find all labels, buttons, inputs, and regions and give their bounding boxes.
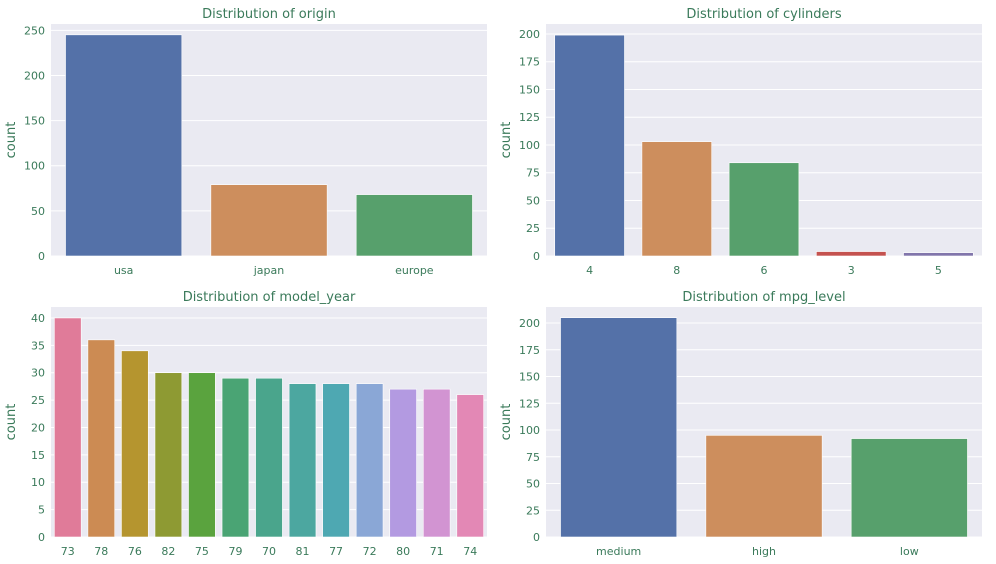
x-tick-label: 72 [363, 545, 377, 558]
x-tick-label: europe [395, 264, 434, 277]
bar-6 [728, 162, 800, 257]
y-tick-label: 250 [24, 24, 45, 37]
y-tick-label: 25 [526, 222, 540, 235]
x-tick-label: high [752, 545, 776, 558]
y-tick-label: 5 [38, 504, 45, 517]
x-tick-label: 6 [761, 264, 768, 277]
chart-panel-0: 0 50 100 150 200 250 usa japan europe Distributio… [4, 7, 487, 277]
x-tick-label: usa [114, 264, 133, 277]
y-tick-label: 75 [526, 451, 540, 464]
x-tick-label: 75 [195, 545, 209, 558]
x-tick-label: medium [596, 545, 641, 558]
x-tick-label: japan [253, 264, 285, 277]
bar-71 [422, 388, 451, 538]
y-tick-label: 175 [519, 344, 540, 357]
bar-81 [288, 383, 317, 538]
y-tick-label: 25 [31, 394, 45, 407]
y-tick-label: 50 [526, 194, 540, 207]
y-tick-label: 50 [31, 205, 45, 218]
bar-8 [641, 141, 712, 257]
bar-usa [65, 34, 183, 257]
y-tick-label: 200 [519, 28, 540, 41]
y-tick-label: 0 [38, 531, 45, 544]
x-tick-label: 79 [228, 545, 242, 558]
bar-72 [355, 383, 384, 538]
bar-82 [154, 372, 183, 538]
x-tick-label: 5 [935, 264, 942, 277]
x-tick-label: 81 [296, 545, 310, 558]
bar-low [850, 438, 968, 538]
x-tick-label: 80 [396, 545, 410, 558]
y-tick-label: 200 [24, 69, 45, 82]
bar-3 [816, 251, 887, 257]
y-tick-label: 10 [31, 476, 45, 489]
x-tick-label: 78 [94, 545, 108, 558]
bar-79 [221, 377, 250, 538]
bar-80 [389, 388, 417, 538]
y-tick-label: 0 [38, 250, 45, 263]
bar-76 [121, 350, 149, 538]
y-tick-label: 40 [31, 312, 45, 325]
bar-5 [903, 252, 974, 257]
bar-73 [54, 317, 82, 538]
x-tick-label: low [900, 545, 919, 558]
y-axis-label: count [499, 404, 514, 441]
y-tick-label: 200 [519, 317, 540, 330]
y-axis-label: count [4, 404, 19, 441]
y-tick-label: 0 [533, 250, 540, 263]
x-tick-label: 73 [61, 545, 75, 558]
bar-4 [554, 34, 625, 257]
bar-high [705, 435, 823, 538]
y-tick-label: 100 [519, 424, 540, 437]
chart-title: Distribution of origin [202, 7, 336, 22]
y-tick-label: 100 [519, 139, 540, 152]
x-tick-label: 4 [586, 264, 593, 277]
y-tick-label: 0 [533, 531, 540, 544]
bar-70 [255, 377, 283, 538]
y-tick-label: 50 [526, 478, 540, 491]
x-tick-label: 77 [329, 545, 343, 558]
y-tick-label: 100 [24, 160, 45, 173]
y-tick-label: 75 [526, 167, 540, 180]
y-tick-label: 175 [519, 56, 540, 69]
chart-panel-2: 0 5 10 15 20 25 30 35 40 73 78 76 82 75 79 70 81 77 72 80 71… [4, 290, 487, 558]
y-tick-label: 125 [519, 397, 540, 410]
chart-panel-3: 0 25 50 75 100 125 150 175 200 medium high low Distr… [499, 290, 982, 558]
x-tick-label: 76 [128, 545, 142, 558]
chart-title: Distribution of mpg_level [682, 290, 845, 305]
y-tick-label: 30 [31, 367, 45, 380]
bar-japan [210, 184, 328, 257]
y-tick-label: 15 [31, 449, 45, 462]
chart-title: Distribution of model_year [183, 290, 356, 305]
y-tick-label: 35 [31, 339, 45, 352]
bar-medium [560, 317, 678, 538]
y-tick-label: 150 [24, 115, 45, 128]
x-tick-label: 71 [430, 545, 444, 558]
x-tick-label: 74 [463, 545, 477, 558]
bar-74 [456, 394, 484, 538]
y-tick-label: 20 [31, 421, 45, 434]
y-tick-label: 25 [526, 504, 540, 517]
bar-75 [188, 372, 216, 538]
y-tick-label: 150 [519, 371, 540, 384]
y-axis-label: count [499, 122, 514, 159]
bar-europe [355, 194, 473, 257]
x-tick-label: 70 [262, 545, 276, 558]
x-tick-label: 8 [673, 264, 680, 277]
x-tick-label: 82 [161, 545, 175, 558]
x-tick-label: 3 [848, 264, 855, 277]
chart-panel-1: 0 25 50 75 100 125 150 175 200 4 8 6 3 5 Distribution … [499, 7, 982, 277]
y-tick-label: 125 [519, 111, 540, 124]
bar-77 [322, 383, 350, 538]
chart-title: Distribution of cylinders [686, 7, 842, 22]
y-tick-label: 150 [519, 83, 540, 96]
y-axis-label: count [4, 122, 19, 159]
bar-78 [87, 339, 116, 538]
